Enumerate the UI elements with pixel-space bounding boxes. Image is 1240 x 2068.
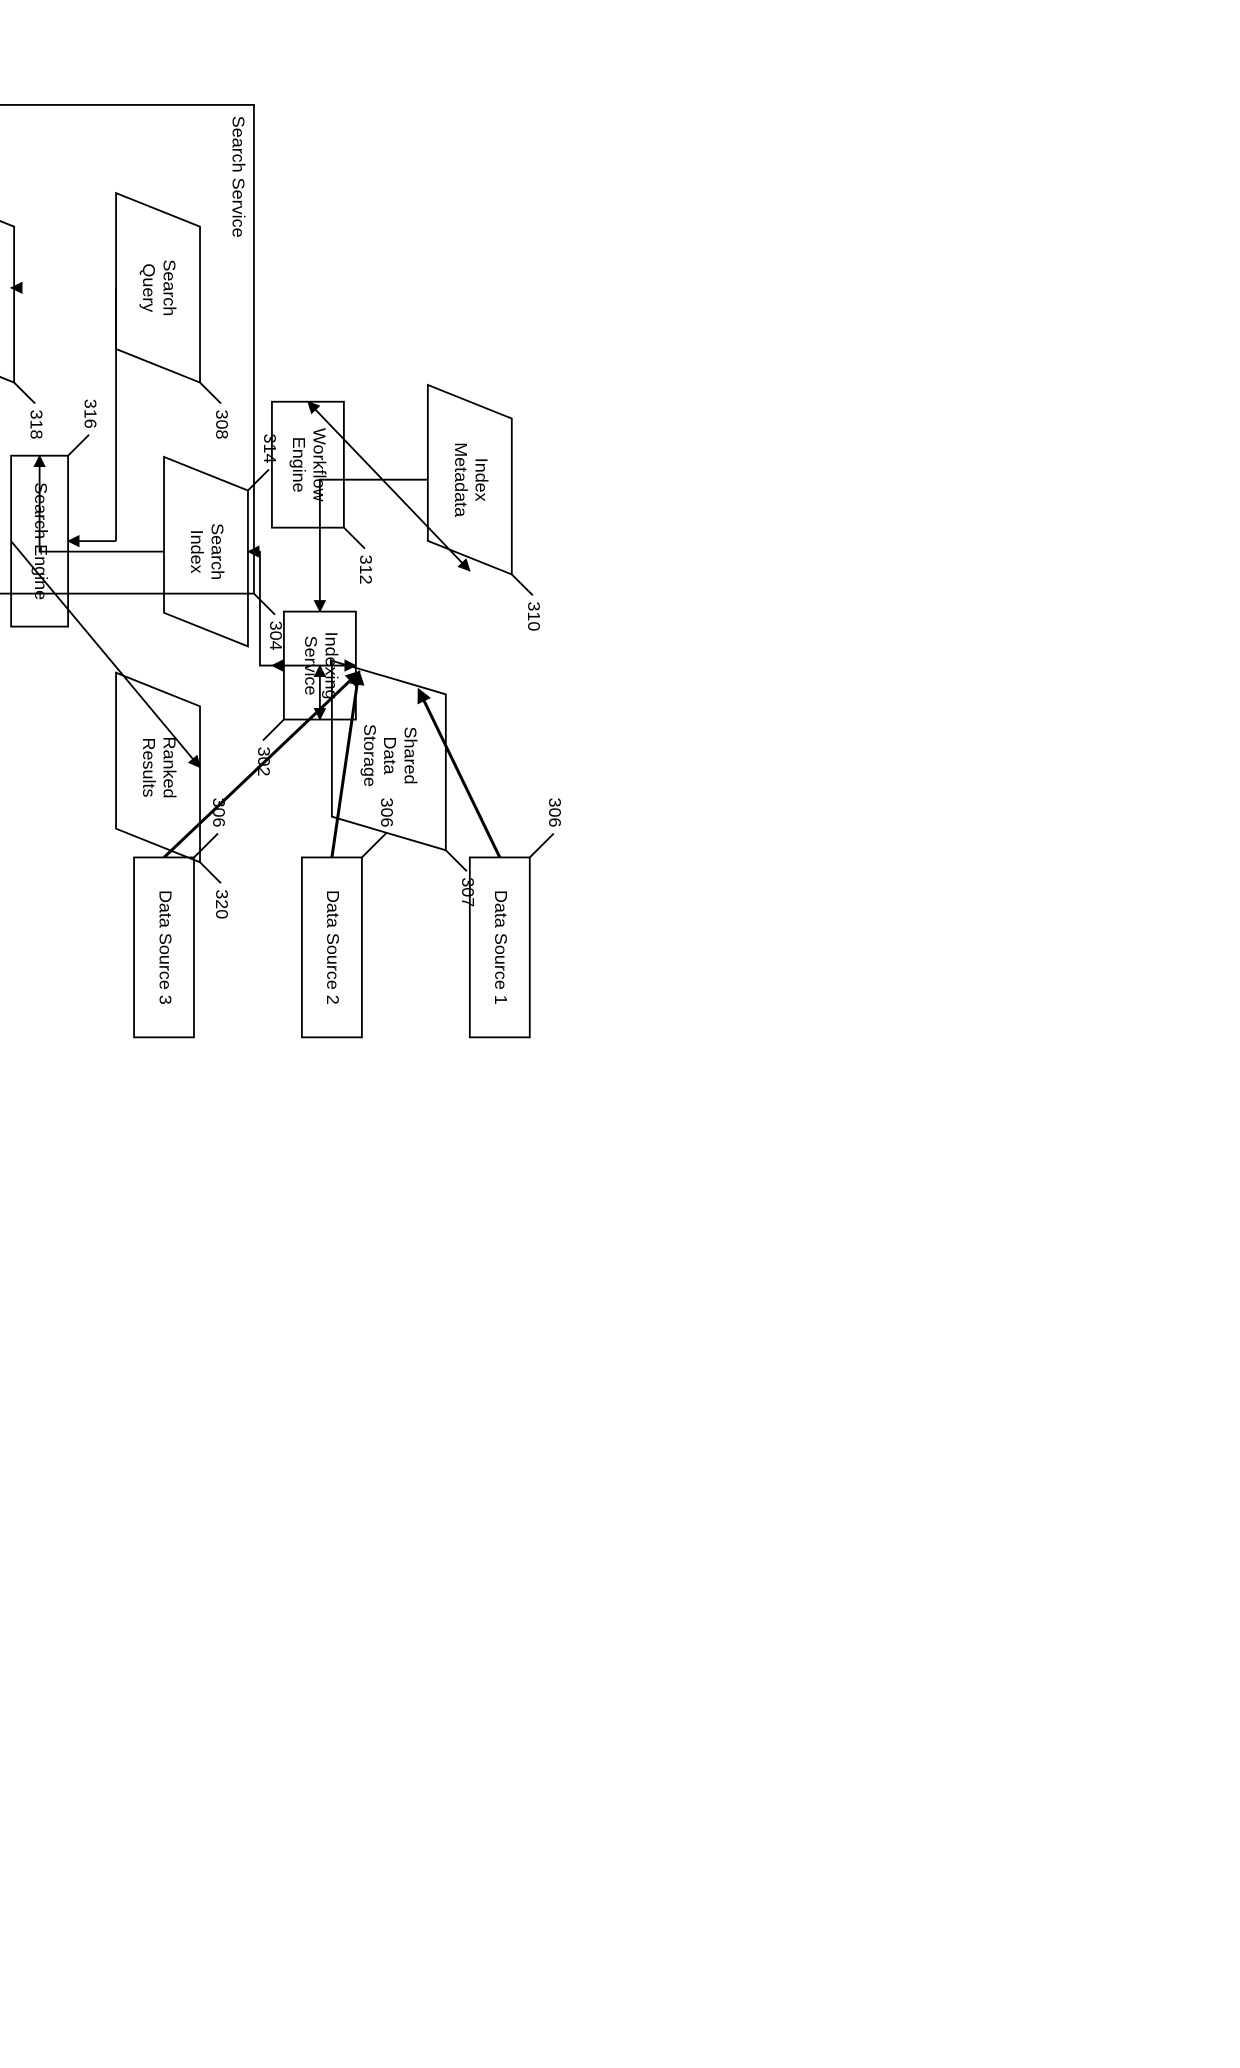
svg-text:Indexing: Indexing [321, 632, 341, 700]
svg-text:310: 310 [524, 601, 544, 631]
svg-text:Metadata: Metadata [451, 442, 471, 517]
svg-text:Results: Results [139, 738, 159, 798]
svg-text:Service: Service [301, 636, 321, 696]
svg-text:302: 302 [254, 747, 274, 777]
svg-text:Storage: Storage [360, 724, 380, 787]
edge [40, 456, 164, 552]
svg-text:312: 312 [356, 555, 376, 585]
svg-text:Index: Index [187, 530, 207, 574]
svg-text:314: 314 [260, 434, 280, 464]
svg-text:Search: Search [159, 259, 179, 316]
svg-text:Data Source 1: Data Source 1 [491, 890, 511, 1005]
edge [320, 480, 428, 612]
svg-text:Search Engine: Search Engine [31, 482, 51, 600]
svg-text:Engine: Engine [289, 437, 309, 493]
edge [419, 690, 500, 857]
edge [332, 672, 359, 857]
svg-text:Workflow: Workflow [309, 428, 329, 503]
svg-text:Data Source 3: Data Source 3 [155, 890, 175, 1005]
svg-text:320: 320 [212, 889, 232, 919]
svg-text:307: 307 [458, 877, 478, 907]
svg-text:Search Service: Search Service [228, 116, 248, 238]
svg-text:306: 306 [209, 797, 229, 827]
svg-text:306: 306 [377, 797, 397, 827]
svg-text:Query: Query [139, 263, 159, 312]
svg-text:Data Source 2: Data Source 2 [323, 890, 343, 1005]
svg-text:316: 316 [80, 399, 100, 429]
svg-text:318: 318 [26, 410, 46, 440]
svg-text:Index: Index [471, 458, 491, 502]
svg-text:306: 306 [545, 797, 565, 827]
svg-text:308: 308 [212, 410, 232, 440]
svg-text:Search: Search [207, 523, 227, 580]
svg-text:Shared: Shared [401, 727, 421, 785]
diagram-canvas: Data Source 1 Data Source 2 Data Source 3 S… [0, 0, 1240, 1240]
edge [308, 402, 470, 571]
svg-text:Ranked: Ranked [159, 737, 179, 799]
svg-text:304: 304 [266, 621, 286, 651]
svg-text:Data: Data [380, 737, 400, 775]
